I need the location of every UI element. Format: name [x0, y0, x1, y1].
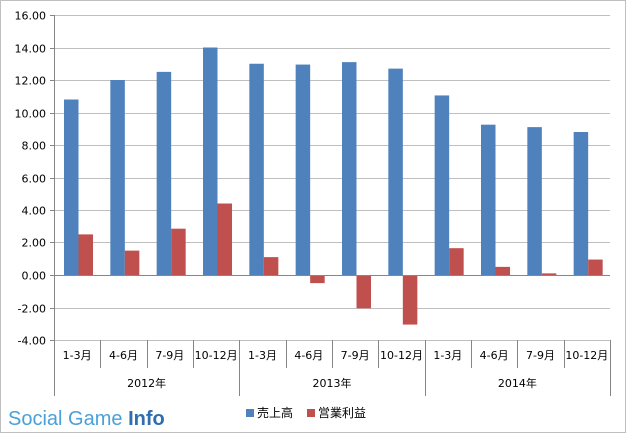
x-category-label: 7-9月: [526, 349, 555, 362]
bar-operating-profit: [449, 248, 464, 275]
y-tick-label: 8.00: [22, 140, 47, 153]
bar-operating-profit: [171, 228, 186, 275]
x-category-label: 7-9月: [341, 349, 370, 362]
x-category-label: 10-12月: [195, 349, 238, 362]
x-category-label: 4-6月: [480, 349, 509, 362]
bar-operating-profit: [495, 266, 510, 275]
x-category-label: 1-3月: [248, 349, 277, 362]
bar-sales: [573, 132, 589, 275]
bar-operating-profit: [402, 275, 418, 325]
y-tick-label: 0.00: [22, 270, 47, 283]
bar-sales: [295, 64, 311, 275]
legend-label-sales: 売上高: [257, 406, 294, 420]
x-category-label: 4-6月: [294, 349, 323, 362]
x-category-label: 4-6月: [109, 349, 138, 362]
bar-sales: [156, 71, 172, 275]
bar-sales: [481, 124, 496, 275]
x-category-label: 10-12月: [565, 349, 608, 362]
bar-sales: [527, 127, 542, 275]
bar-sales: [388, 68, 403, 275]
x-category-label: 7-9月: [155, 349, 184, 362]
y-tick-label: -4.00: [18, 335, 46, 348]
y-tick-label: 10.00: [15, 108, 47, 121]
y-tick-label: -2.00: [18, 303, 46, 316]
x-group-label: 2013年: [313, 376, 352, 390]
legend: 売上高 営業利益: [246, 404, 366, 421]
bar-operating-profit: [310, 275, 325, 284]
bar-operating-profit: [588, 259, 603, 275]
y-tick-label: 14.00: [15, 43, 47, 56]
y-tick-label: 4.00: [22, 205, 47, 218]
bar-sales: [203, 47, 218, 275]
bar-operating-profit: [263, 257, 279, 275]
bar-sales: [110, 80, 125, 275]
bar-operating-profit: [217, 203, 232, 275]
x-category-label: 1-3月: [63, 349, 92, 362]
bar-sales: [64, 99, 79, 275]
legend-swatch-operating-profit: [307, 408, 316, 417]
legend-swatch-sales: [246, 408, 254, 417]
legend-item-sales: 売上高: [246, 404, 293, 421]
y-tick-label: 12.00: [15, 75, 47, 88]
y-tick-label: 2.00: [22, 237, 47, 250]
y-tick-label: 16.00: [15, 10, 47, 23]
bar-operating-profit: [124, 250, 140, 275]
watermark-text-bold: Info: [128, 408, 165, 430]
watermark-text-light: Social Game: [8, 408, 129, 430]
y-tick-label: 6.00: [22, 173, 47, 186]
x-group-label: 2012年: [127, 376, 166, 390]
x-category-label: 1-3月: [433, 349, 462, 362]
x-category-label: 10-12月: [380, 349, 423, 362]
bar-operating-profit: [356, 275, 371, 309]
bar-sales: [342, 62, 357, 275]
legend-item-operating-profit: 営業利益: [307, 404, 366, 421]
legend-label-operating-profit: 営業利益: [318, 406, 367, 420]
watermark-logo: Social Game Info: [8, 408, 165, 430]
bar-operating-profit: [78, 234, 93, 275]
bar-sales: [249, 63, 264, 275]
bar-sales: [434, 95, 450, 275]
x-group-label: 2014年: [498, 376, 537, 390]
bar-operating-profit: [541, 273, 557, 275]
